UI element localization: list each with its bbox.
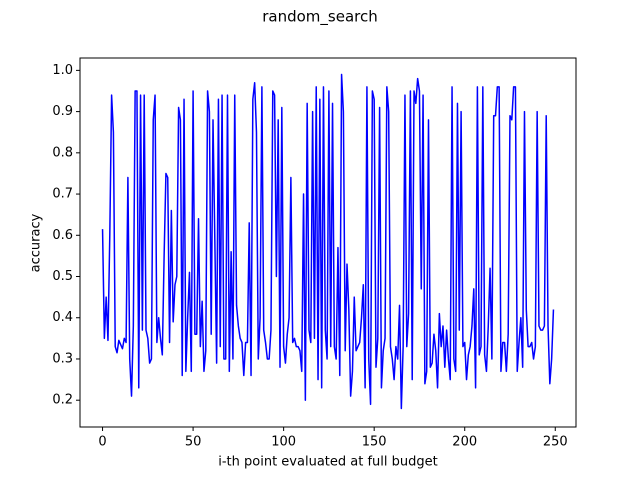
- x-tick-label: 50: [185, 435, 202, 450]
- y-tick-label: 0.7: [52, 187, 73, 202]
- x-tick-label: 250: [543, 435, 568, 450]
- y-tick-label: 0.8: [52, 145, 73, 160]
- y-tick-label: 0.4: [52, 310, 73, 325]
- chart-title: random_search: [262, 8, 378, 27]
- y-tick-label: 0.2: [52, 393, 73, 408]
- x-tick-label: 100: [271, 435, 296, 450]
- x-tick-label: 0: [98, 435, 106, 450]
- x-axis-label: i-th point evaluated at full budget: [218, 455, 437, 470]
- x-tick-label: 150: [362, 435, 387, 450]
- x-tick-label: 200: [452, 435, 477, 450]
- y-tick-label: 0.3: [52, 351, 73, 366]
- y-tick-label: 0.5: [52, 269, 73, 284]
- y-axis-label: accuracy: [29, 213, 44, 272]
- y-tick-label: 0.6: [52, 228, 73, 243]
- y-tick-label: 0.9: [52, 104, 73, 119]
- data-line: [101, 73, 555, 410]
- axes-frame: [79, 57, 577, 428]
- y-tick-label: 1.0: [52, 63, 73, 78]
